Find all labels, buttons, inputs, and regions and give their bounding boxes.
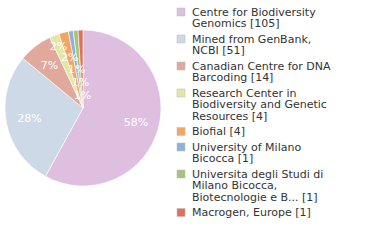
legend-swatch: [177, 62, 185, 70]
data-label: 1%: [72, 76, 89, 89]
data-label: 1%: [74, 89, 91, 102]
legend-swatch: [177, 143, 185, 151]
data-label: 28%: [17, 112, 41, 125]
data-label: 1%: [68, 63, 85, 76]
legend-label: University of MilanoBicocca [1]: [192, 141, 301, 166]
legend-swatch: [177, 35, 185, 43]
legend-swatch: [177, 128, 185, 136]
legend-label: Research Center inBiodiversity and Genet…: [192, 87, 327, 123]
legend-swatch: [177, 209, 185, 217]
data-label: 2%: [61, 51, 78, 64]
data-label: 7%: [41, 59, 58, 72]
legend-swatch: [177, 8, 185, 16]
legend-label: Universita degli Studi diMilano Bicocca,…: [192, 168, 323, 204]
data-label: 58%: [124, 116, 148, 129]
pie: [5, 30, 161, 186]
legend-label: Centre for BiodiversityGenomics [105]: [192, 6, 316, 31]
legend: Centre for BiodiversityGenomics [105]Min…: [177, 6, 331, 220]
legend-label: Mined from GenBank,NCBI [51]: [192, 33, 311, 58]
legend-label: Canadian Centre for DNABarcoding [14]: [192, 60, 331, 85]
legend-swatch: [177, 89, 185, 97]
legend-label: Macrogen, Europe [1]: [192, 206, 311, 219]
data-labels: 58%28%7%2%2%1%1%1%: [17, 40, 148, 128]
chart: 58%28%7%2%2%1%1%1%Centre for Biodiversit…: [0, 0, 380, 240]
legend-label: Biofial [4]: [192, 125, 245, 138]
legend-swatch: [177, 170, 185, 178]
